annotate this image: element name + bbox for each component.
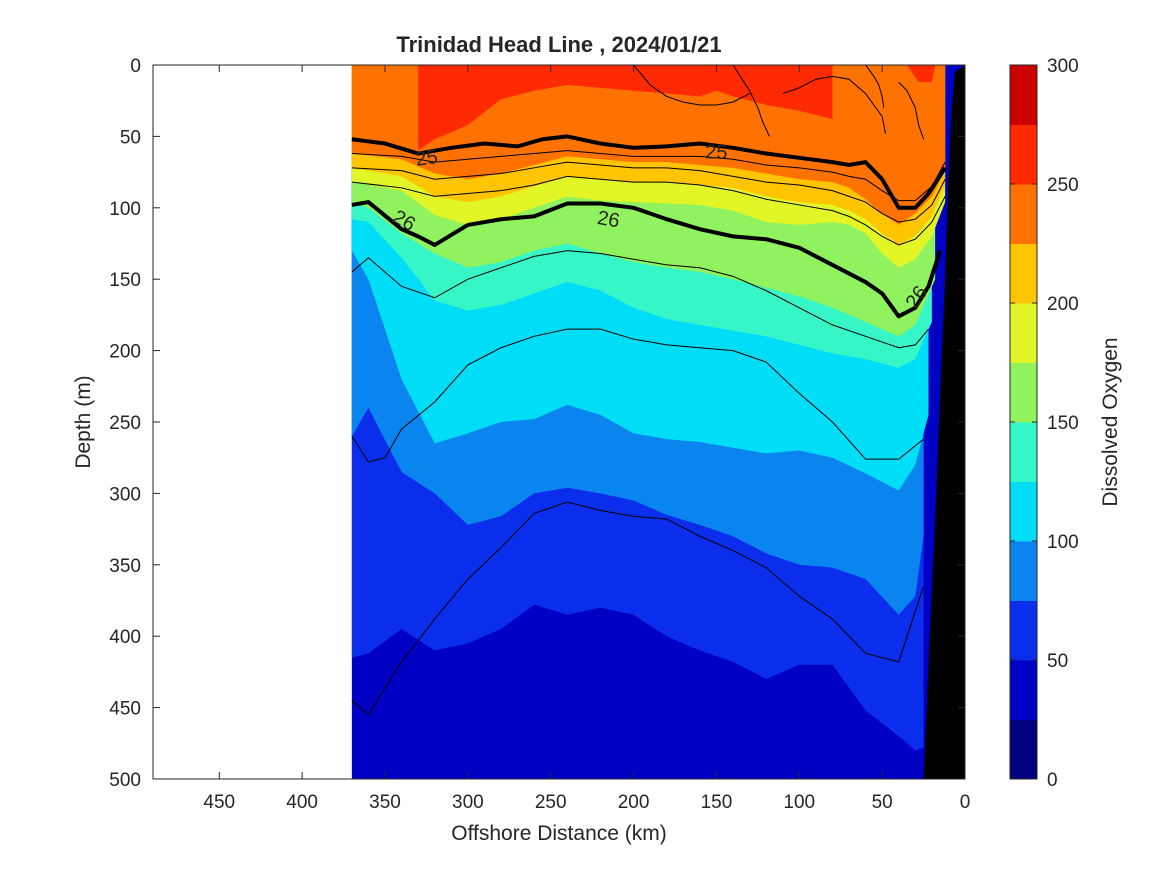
x-tick-label: 0 bbox=[960, 792, 971, 813]
density-label-text: 25 bbox=[414, 146, 439, 171]
y-tick-label: 100 bbox=[109, 199, 141, 220]
y-axis-label: Depth (m) bbox=[72, 375, 95, 468]
density-contour-26 bbox=[351, 200, 943, 319]
density-label-0: 25 bbox=[414, 146, 439, 171]
x-tick-label: 400 bbox=[286, 792, 318, 813]
oxygen-band-262 bbox=[907, 65, 936, 83]
colorbar-tick-label: 150 bbox=[1047, 413, 1079, 434]
x-tick-label: 200 bbox=[618, 792, 650, 813]
thin-contours bbox=[351, 65, 946, 716]
seafloor bbox=[923, 65, 965, 779]
colorbar-tick-label: 300 bbox=[1047, 56, 1079, 77]
do-contour-3 bbox=[865, 65, 885, 108]
y-tick-label: 250 bbox=[109, 413, 141, 434]
density-label-3: 26 bbox=[596, 207, 622, 233]
do-contour-1 bbox=[732, 65, 770, 137]
colorbar-tick-label: 0 bbox=[1047, 770, 1058, 791]
density-contour-25 bbox=[351, 134, 947, 210]
colorbar-segment bbox=[1010, 362, 1037, 423]
colorbar-segment bbox=[1010, 184, 1037, 244]
colorbar-segment bbox=[1010, 124, 1037, 185]
x-axis: 450 400 350 300 250 200 150 100 50 0 bbox=[203, 65, 970, 813]
x-tick-label: 250 bbox=[535, 792, 567, 813]
x-axis-label: Offshore Distance (km) bbox=[451, 822, 667, 845]
x-tick-label: 450 bbox=[203, 792, 235, 813]
density-label-text: 26 bbox=[596, 207, 622, 233]
y-tick-label: 400 bbox=[109, 627, 141, 648]
thin-contour-2 bbox=[351, 175, 946, 246]
x-tick-label: 50 bbox=[872, 792, 893, 813]
thin-contour-5 bbox=[351, 501, 925, 716]
density-label-text: 25 bbox=[705, 141, 728, 164]
colorbar-segment bbox=[1010, 65, 1037, 125]
y-tick-label: 50 bbox=[120, 127, 141, 148]
colorbar-segment bbox=[1010, 243, 1037, 304]
density-contours bbox=[351, 134, 947, 319]
colorbar-label: Dissolved Oxygen bbox=[1099, 337, 1122, 506]
colorbar-tick-label: 100 bbox=[1047, 532, 1079, 553]
colorbar: 0 50 100 150 200 250 300 bbox=[1009, 56, 1079, 791]
chart-title: Trinidad Head Line , 2024/01/21 bbox=[396, 32, 721, 57]
y-tick-label: 300 bbox=[109, 484, 141, 505]
density-label-1: 25 bbox=[705, 141, 728, 164]
colorbar-segment bbox=[1010, 600, 1037, 661]
y-tick-label: 350 bbox=[109, 556, 141, 577]
y-tick-label: 450 bbox=[109, 699, 141, 720]
colorbar-segment bbox=[1010, 481, 1037, 542]
x-tick-label: 300 bbox=[452, 792, 484, 813]
y-axis: 0 50 100 150 200 250 300 350 400 450 500 bbox=[109, 56, 965, 791]
colorbar-tick-label: 200 bbox=[1047, 294, 1079, 315]
colorbar-segment bbox=[1010, 303, 1037, 363]
thin-contour-3 bbox=[351, 250, 929, 349]
do-contour-4 bbox=[898, 81, 925, 140]
do-contour-2 bbox=[782, 75, 886, 134]
colorbar-segment bbox=[1010, 541, 1037, 601]
colorbar-segment bbox=[1010, 719, 1037, 780]
y-tick-label: 500 bbox=[109, 770, 141, 791]
y-tick-label: 0 bbox=[130, 56, 141, 77]
colorbar-tick-label: 50 bbox=[1047, 651, 1068, 672]
oxygen-band-250 bbox=[418, 65, 833, 151]
y-tick-label: 150 bbox=[109, 270, 141, 291]
do-contour-0 bbox=[633, 65, 750, 106]
colorbar-segment bbox=[1010, 422, 1037, 482]
thin-contour-1 bbox=[351, 161, 946, 223]
colorbar-segment bbox=[1010, 660, 1037, 720]
y-tick-label: 200 bbox=[109, 342, 141, 363]
x-tick-label: 100 bbox=[783, 792, 815, 813]
x-tick-label: 350 bbox=[369, 792, 401, 813]
x-tick-label: 150 bbox=[701, 792, 733, 813]
thin-contour-4 bbox=[351, 328, 924, 463]
colorbar-tick-label: 250 bbox=[1047, 175, 1079, 196]
